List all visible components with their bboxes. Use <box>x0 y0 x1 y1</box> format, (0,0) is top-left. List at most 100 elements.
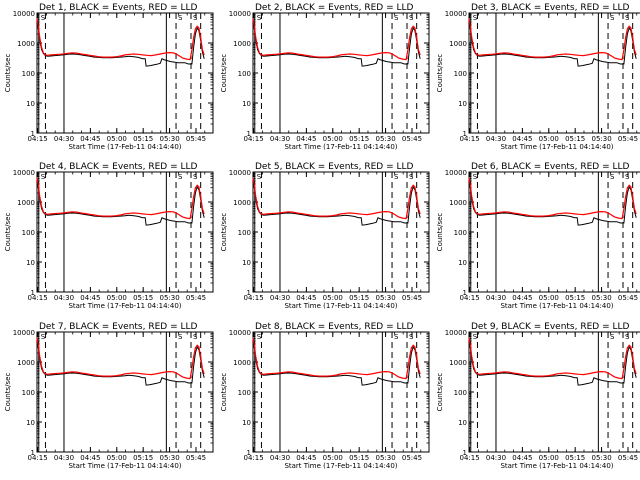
x-axis-label: Start Time (17-Feb-11 04:14:40) <box>68 143 181 151</box>
x-tick-label: 04:45 <box>80 294 100 302</box>
lld-series-line <box>36 18 205 61</box>
marker-label: S <box>473 14 478 22</box>
marker-label: S <box>610 173 615 181</box>
panel-title: Det 8, BLACK = Events, RED = LLD <box>255 322 414 332</box>
y-tick-label: 10000 <box>13 329 35 337</box>
detector-panel-3: Det 3, BLACK = Events, RED = LLD 1 10 100 10… <box>436 3 640 151</box>
y-axis-label: Counts/sec <box>4 213 12 252</box>
y-tick-label: 1000 <box>233 40 251 48</box>
x-tick-label: 04:15 <box>459 135 479 143</box>
y-tick-label: 10 <box>26 419 35 427</box>
events-series-line <box>252 178 421 226</box>
y-axis-label: Counts/sec <box>4 54 12 93</box>
x-tick-label: 04:15 <box>27 135 47 143</box>
y-tick-label: 100 <box>238 389 251 397</box>
x-tick-label: 04:30 <box>54 454 74 462</box>
x-tick-label: 05:30 <box>159 454 179 462</box>
y-axis-label: Counts/sec <box>220 54 228 93</box>
detector-panel-7: Det 7, BLACK = Events, RED = LLD 1 10 100 10… <box>4 322 214 470</box>
x-tick-label: 04:45 <box>296 454 316 462</box>
marker-label: S <box>409 173 414 181</box>
x-tick-label: 05:45 <box>618 294 638 302</box>
marker-label: S <box>625 14 630 22</box>
x-tick-label: 05:15 <box>133 294 153 302</box>
x-tick-label: 05:45 <box>618 454 638 462</box>
x-tick-label: 05:30 <box>375 454 395 462</box>
y-axis-label: Counts/sec <box>220 213 228 252</box>
marker-label: S <box>178 173 183 181</box>
y-tick-label: 1 <box>463 130 467 138</box>
x-tick-label: 04:15 <box>243 135 263 143</box>
y-tick-label: 1 <box>31 289 35 297</box>
x-tick-label: 05:15 <box>349 294 369 302</box>
x-tick-label: 05:45 <box>186 454 206 462</box>
marker-label: S <box>178 333 183 341</box>
y-tick-label: 10000 <box>229 329 251 337</box>
marker-label: S <box>257 333 262 341</box>
x-tick-label: 04:45 <box>512 454 532 462</box>
detector-panel-1: Det 1, BLACK = Events, RED = LLD 1 10 100 10… <box>4 3 214 151</box>
lld-series-line <box>468 337 637 380</box>
marker-label: S <box>394 333 399 341</box>
x-tick-label: 05:45 <box>618 135 638 143</box>
y-tick-label: 1 <box>247 289 251 297</box>
x-tick-label: 04:45 <box>296 294 316 302</box>
x-tick-label: 05:30 <box>591 454 611 462</box>
marker-label: S <box>409 333 414 341</box>
marker-label: S <box>394 14 399 22</box>
marker-label: S <box>178 14 183 22</box>
x-tick-label: 05:00 <box>323 135 343 143</box>
marker-label: S <box>193 173 198 181</box>
x-tick-label: 04:45 <box>512 135 532 143</box>
panel-title: Det 7, BLACK = Events, RED = LLD <box>39 322 198 332</box>
x-tick-label: 05:45 <box>402 294 422 302</box>
events-series-line <box>468 338 637 386</box>
x-tick-label: 05:00 <box>107 135 127 143</box>
x-axis-label: Start Time (17-Feb-11 04:14:40) <box>284 302 397 310</box>
x-tick-label: 05:30 <box>591 294 611 302</box>
x-axis-label: Start Time (17-Feb-11 04:14:40) <box>284 143 397 151</box>
x-tick-label: 04:45 <box>512 294 532 302</box>
y-tick-label: 100 <box>22 70 35 78</box>
x-tick-label: 04:15 <box>243 294 263 302</box>
x-tick-label: 04:15 <box>243 454 263 462</box>
y-tick-label: 100 <box>22 389 35 397</box>
x-tick-label: 04:30 <box>270 135 290 143</box>
x-tick-label: 05:15 <box>565 135 585 143</box>
detector-panel-2: Det 2, BLACK = Events, RED = LLD 1 10 100 10… <box>220 3 430 151</box>
x-tick-label: 05:00 <box>107 454 127 462</box>
marker-label: S <box>257 14 262 22</box>
x-tick-label: 04:30 <box>270 294 290 302</box>
y-tick-label: 1 <box>31 130 35 138</box>
x-tick-label: 05:45 <box>402 454 422 462</box>
marker-label: S <box>625 173 630 181</box>
lld-series-line <box>36 177 205 220</box>
detector-panel-6: Det 6, BLACK = Events, RED = LLD 1 10 100 10… <box>436 162 640 310</box>
x-axis-label: Start Time (17-Feb-11 04:14:40) <box>68 302 181 310</box>
events-series-line <box>252 338 421 386</box>
y-tick-label: 10000 <box>445 10 467 18</box>
marker-label: S <box>473 333 478 341</box>
y-tick-label: 10000 <box>13 10 35 18</box>
y-axis-label: Counts/sec <box>436 213 444 252</box>
y-tick-label: 1 <box>463 289 467 297</box>
y-tick-label: 10 <box>242 100 251 108</box>
marker-label: S <box>610 14 615 22</box>
y-tick-label: 10 <box>242 259 251 267</box>
y-tick-label: 10000 <box>229 10 251 18</box>
y-axis-label: Counts/sec <box>4 373 12 412</box>
x-tick-label: 04:15 <box>459 454 479 462</box>
x-tick-label: 05:00 <box>539 454 559 462</box>
y-tick-label: 1 <box>247 130 251 138</box>
y-tick-label: 1 <box>463 449 467 457</box>
y-tick-label: 1 <box>247 449 251 457</box>
y-tick-label: 10000 <box>229 169 251 177</box>
detector-panel-4: Det 4, BLACK = Events, RED = LLD 1 10 100 10… <box>4 162 214 310</box>
lld-series-line <box>468 177 637 220</box>
y-tick-label: 1000 <box>233 359 251 367</box>
x-tick-label: 04:30 <box>486 294 506 302</box>
marker-label: S <box>625 333 630 341</box>
marker-label: S <box>41 173 46 181</box>
